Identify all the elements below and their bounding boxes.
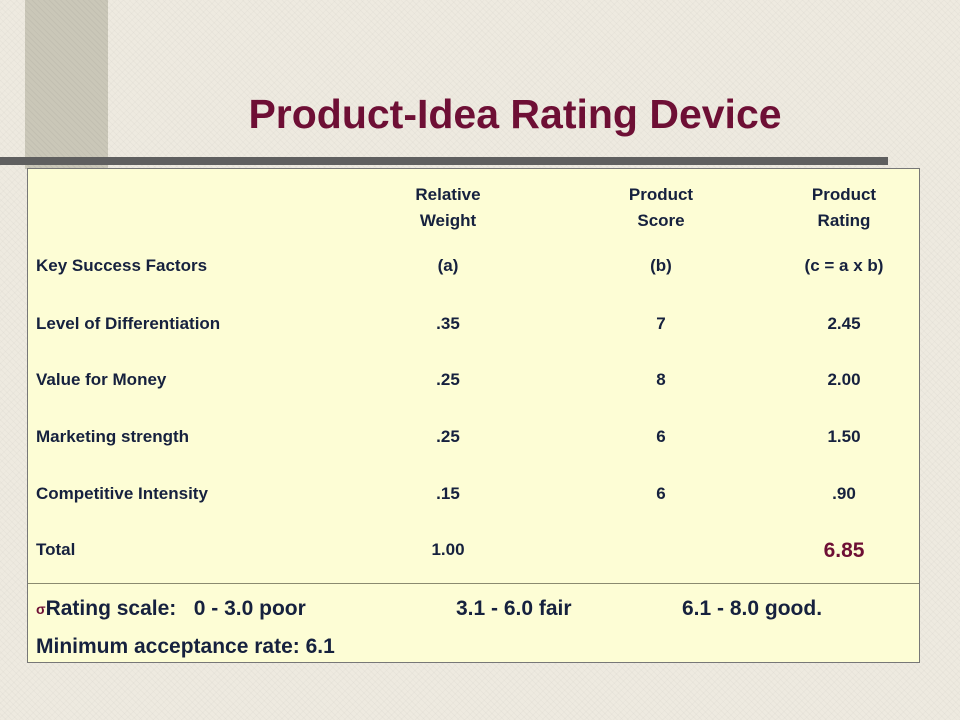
row-factor: Marketing strength [36,427,190,446]
header-product-rating: Product Rating [774,182,914,234]
slide-title: Product-Idea Rating Device [248,91,782,137]
header-score-formula: (b) [650,256,672,275]
rating-scale-fair: 3.1 - 6.0 fair [456,597,572,620]
header-weight-line1: Relative [415,185,481,204]
header-score-line1: Product [628,185,694,204]
header-weight-formula: (a) [437,256,459,275]
row-rating: 2.00 [827,370,861,389]
row-factor: Level of Differentiation [36,314,221,333]
header-product-score: Product Score [591,182,731,234]
header-rating-line1: Product [811,185,877,204]
decorative-horizontal-rule [0,157,888,165]
row-weight: .15 [436,484,460,503]
rating-scale-poor: Rating scale: 0 - 3.0 poor [45,597,306,620]
header-key-success-factors: Key Success Factors [36,256,208,275]
row-score: 6 [656,484,666,503]
row-score: 8 [656,370,666,389]
row-rating: 1.50 [827,427,861,446]
row-score: 6 [656,427,666,446]
row-rating: 2.45 [827,314,861,333]
rating-scale-good: 6.1 - 8.0 good. [682,597,823,620]
total-rating: 6.85 [823,539,865,562]
row-weight: .25 [436,427,460,446]
rating-table-panel: Relative Weight Product Score Product Ra… [27,168,920,663]
rating-scale-line: σRating scale: 0 - 3.0 poor [36,597,306,621]
decorative-vertical-bar [25,0,108,169]
row-weight: .35 [436,314,460,333]
row-factor: Value for Money [36,370,167,389]
total-weight: 1.00 [431,540,465,559]
header-rating-formula: (c = a x b) [804,256,884,275]
row-factor: Competitive Intensity [36,484,208,503]
panel-divider [28,583,919,584]
row-rating: .90 [832,484,856,503]
total-label: Total [36,540,76,559]
header-weight-line2: Weight [419,211,477,230]
header-rating-line2: Rating [817,211,871,230]
row-score: 7 [656,314,666,333]
header-score-line2: Score [637,211,685,230]
row-weight: .25 [436,370,460,389]
header-relative-weight: Relative Weight [378,182,518,234]
minimum-acceptance-rate: Minimum acceptance rate: 6.1 [36,635,335,658]
sigma-bullet-icon: σ [36,601,46,617]
